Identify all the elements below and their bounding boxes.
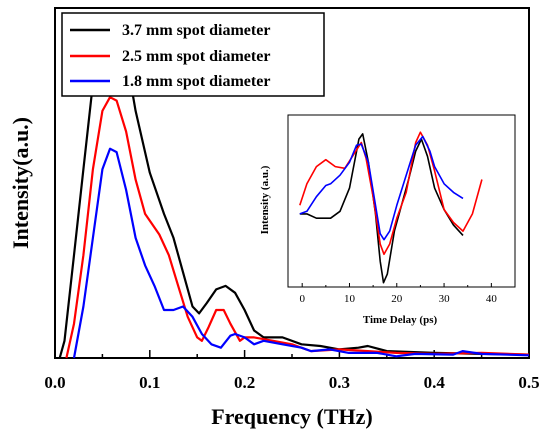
inset-frame — [287, 114, 516, 288]
legend-label-2-5mm: 2.5 mm spot diameter — [122, 48, 270, 65]
inset-x-tick-label: 10 — [344, 293, 356, 305]
main-x-tick-label: 0.3 — [329, 373, 350, 392]
inset-series-line-1 — [299, 133, 464, 284]
inset-x-tick-label: 0 — [299, 293, 305, 305]
main-x-tick-label: 0.5 — [518, 373, 539, 392]
inset-series-group — [299, 131, 483, 284]
main-series-line-3 — [72, 147, 530, 359]
inset-x-tick-label: 40 — [486, 293, 498, 305]
main-x-tick-label: 0.0 — [44, 373, 65, 392]
legend-label-1-8mm: 1.8 mm spot diameter — [122, 73, 270, 90]
legend-label-3-7mm: 3.7 mm spot diameter — [122, 22, 270, 39]
inset-x-tick-label: 30 — [439, 293, 451, 305]
inset-series-line-2 — [299, 131, 483, 256]
main-x-tick-label: 0.2 — [234, 373, 255, 392]
main-y-axis-label: Intensity(a.u.) — [8, 117, 33, 249]
inset-series-line-3 — [299, 135, 464, 241]
main-x-tick-label: 0.4 — [424, 373, 446, 392]
inset-x-axis-label: Time Delay (ps) — [363, 314, 438, 326]
inset-x-tick-label: 20 — [391, 293, 403, 305]
inset-y-axis-label: Intensity (a.u.) — [259, 165, 271, 234]
inset-x-ticks: 0 10 20 30 40 — [299, 283, 497, 305]
legend: 3.7 mm spot diameter 2.5 mm spot diamete… — [61, 12, 325, 97]
main-x-tick-label: 0.1 — [139, 373, 160, 392]
main-x-axis-label: Frequency (THz) — [211, 404, 373, 429]
main-x-ticks: 0.0 0.1 0.2 0.3 0.4 0.5 — [44, 350, 540, 392]
